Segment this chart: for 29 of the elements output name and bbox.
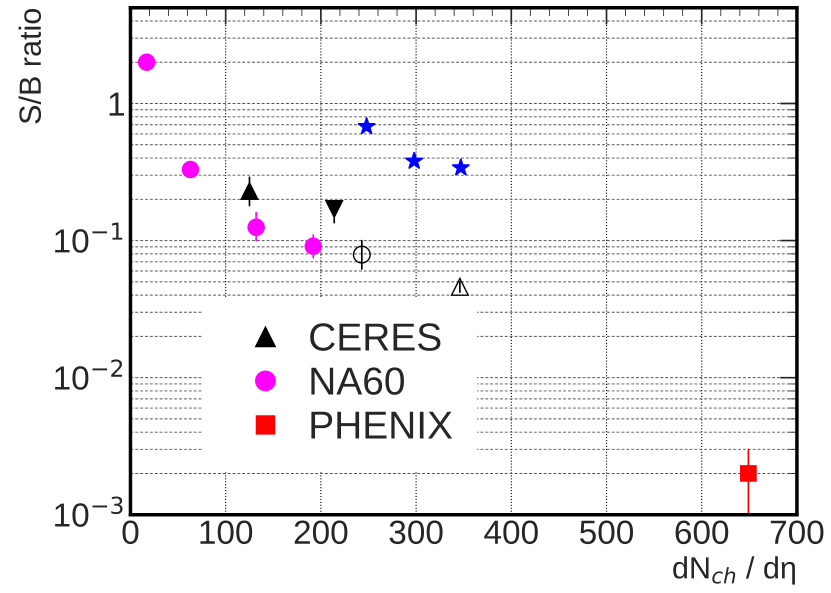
point	[247, 218, 265, 236]
x-tick-label: 300	[390, 520, 443, 544]
y-tick-label: 10$^{−2}$	[55, 359, 122, 390]
x-axis-title: dN$_{ch}$ / dη	[673, 556, 795, 585]
x-tick-label: 700	[770, 520, 824, 544]
point	[304, 237, 322, 255]
x-tick-label: 600	[676, 520, 728, 544]
point	[325, 200, 344, 218]
x-tick-label: 100	[200, 520, 252, 544]
x-tick-label: 0	[122, 520, 138, 544]
legend-label: CERES	[310, 323, 440, 351]
point	[352, 246, 371, 264]
y-tick-label: 1	[110, 92, 124, 116]
y-tick-label: 10$^{−1}$	[55, 222, 122, 253]
point	[240, 182, 259, 200]
point	[138, 54, 156, 71]
point	[740, 465, 757, 482]
x-tick-label: 400	[484, 520, 538, 544]
point	[182, 160, 200, 178]
y-axis-title: S/B ratio	[18, 8, 42, 124]
point	[357, 116, 376, 134]
legend-label: PHENIX	[311, 412, 452, 439]
legend-label: NA60	[311, 367, 404, 395]
point	[404, 151, 424, 170]
x-tick-label: 500	[580, 520, 634, 544]
x-tick-label: 200	[294, 520, 348, 544]
point	[450, 278, 469, 296]
y-tick-label: 10$^{−3}$	[55, 496, 123, 527]
point	[452, 158, 470, 176]
